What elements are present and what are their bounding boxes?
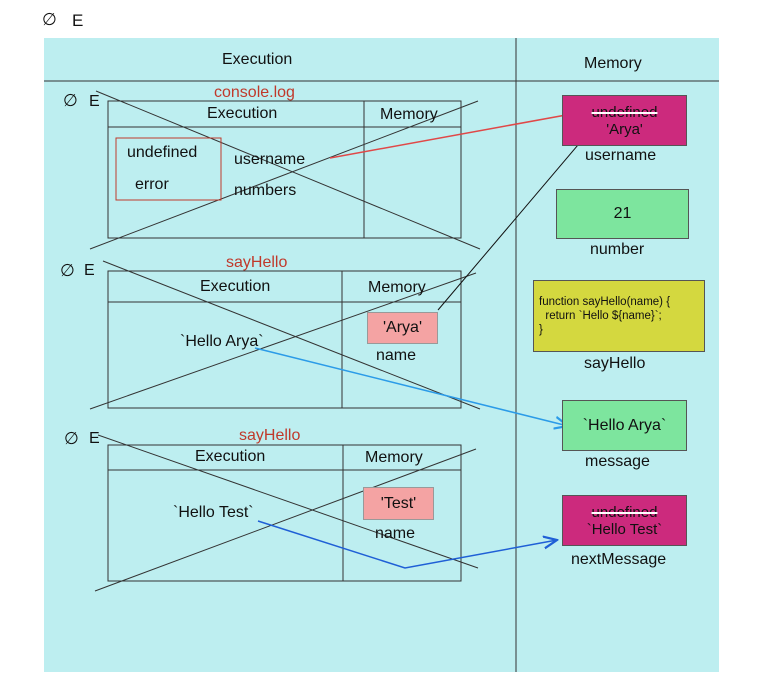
frame-1-memory-header: Memory [380,106,438,123]
frame-2-null-icon: ∅ [60,261,75,280]
memory-nextmessage-box: undefined `Hello Test` [562,495,687,546]
panel-execution-header: Execution [222,51,293,68]
memory-message-box: `Hello Arya` [562,400,687,451]
frame-1-identifier-numbers: numbers [234,182,297,199]
frame-1-identifier-username: username [234,151,306,168]
arrow-hello-test-to-nextmessage [257,520,557,569]
frame-2-memory-header: Memory [368,279,426,296]
arrow-username-to-memory [329,111,588,159]
frame-3-lines [94,434,479,592]
memory-username-value: 'Arya' [606,120,643,138]
memory-sayhello-value: function sayHello(name) { return `Hello … [539,296,671,336]
frame-2-execution-header: Execution [200,278,271,295]
memory-nextmessage-name: nextMessage [571,551,667,568]
top-label: E [72,11,84,30]
frame-2-lines [89,260,481,410]
frame-3-execution-header: Execution [195,448,266,465]
frame-1-value-error: error [135,176,169,193]
frame-2-param-value: 'Arya' [382,319,422,336]
memory-username-old-value: undefined [591,103,658,121]
memory-username-box: undefined 'Arya' [562,95,687,146]
frame-2-param-box: 'Arya' [367,312,438,344]
frame-1-label: E [89,93,100,110]
frame-3-null-icon: ∅ [64,429,79,448]
frame-1-value-undefined: undefined [127,144,198,161]
memory-sayhello-name: sayHello [584,355,646,372]
frame-2-title: sayHello [226,254,288,271]
memory-number-value: 21 [613,205,632,222]
memory-message-name: message [585,453,650,470]
memory-number-box: 21 [556,189,689,239]
memory-username-name: username [585,147,657,164]
frame-1-title: console.log [214,84,295,101]
frame-1-null-icon: ∅ [63,91,78,110]
memory-message-value: `Hello Arya` [582,416,667,434]
frame-2-expression: `Hello Arya` [180,333,264,350]
frame-1-execution-header: Execution [207,105,278,122]
arrow-hello-arya-to-message [254,347,568,426]
frame-3-label: E [89,430,100,447]
frame-3-param-name: name [375,525,416,542]
frame-3-memory-header: Memory [365,449,423,466]
memory-sayhello-box: function sayHello(name) { return `Hello … [533,280,705,352]
null-symbol-icon: ∅ [42,10,57,29]
frame-1-value-box [115,137,222,201]
frame-3-param-value: 'Test' [380,494,417,512]
memory-nextmessage-old-value: undefined [591,503,658,521]
arrow-name-to-username [437,119,600,311]
frame-3-title: sayHello [239,427,301,444]
memory-number-name: number [590,241,645,258]
frame-2-param-name: name [376,347,417,364]
frame-1-lines [89,90,481,250]
frame-3-expression: `Hello Test` [173,504,254,521]
frame-3-param-box: 'Test' [363,487,434,520]
memory-nextmessage-value: `Hello Test` [586,520,663,538]
panel-memory-header: Memory [584,55,642,72]
frame-2-label: E [84,262,95,279]
